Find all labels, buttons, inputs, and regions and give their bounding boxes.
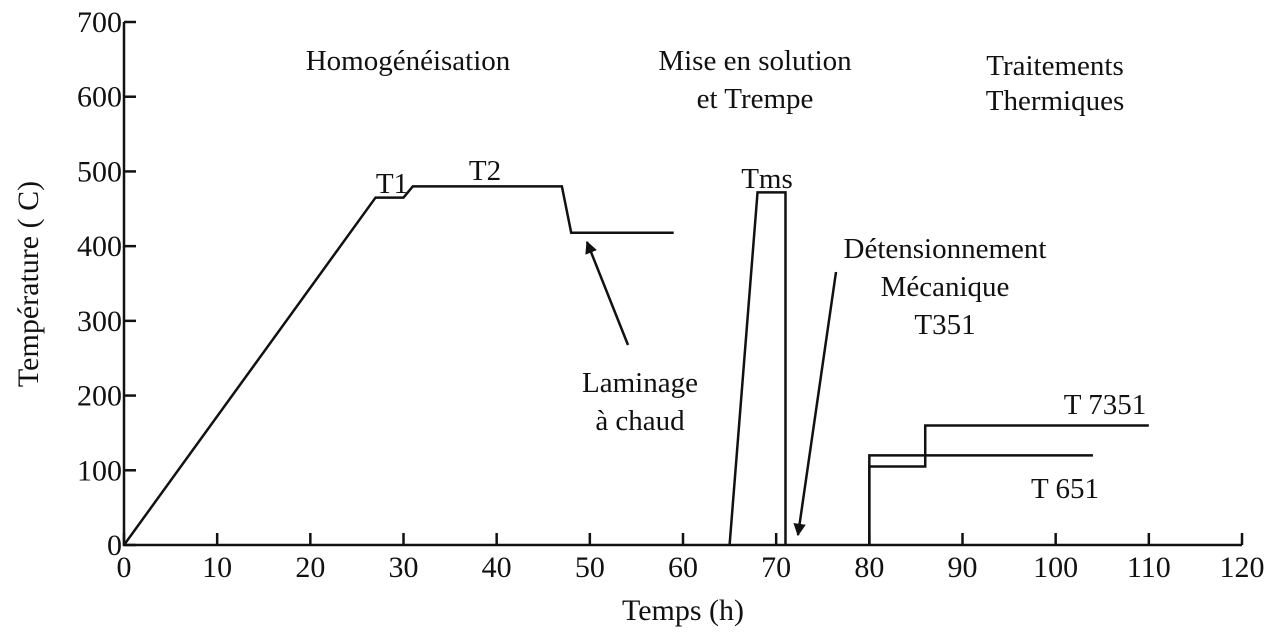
x-tick-label: 90 [948,551,978,584]
x-tick-label: 110 [1127,551,1171,584]
annotation: Laminage [582,367,698,399]
annotation: T 651 [1031,473,1099,505]
annotation: Tms [741,163,793,195]
y-tick-label: 400 [77,230,122,263]
annotation: T351 [914,309,975,341]
x-tick-label: 20 [295,551,325,584]
annotations: Homogénéisation Mise en solution et Trem… [306,45,1147,505]
line-series [122,185,674,546]
x-tick-label: 0 [117,551,132,584]
annotation: Détensionnement [844,233,1047,265]
y-tick-label: 200 [77,380,122,413]
arrow [793,271,838,537]
x-tick-label: 100 [1033,551,1078,584]
annotation: T2 [469,155,501,187]
x-tick-label: 70 [761,551,791,584]
annotation: Homogénéisation [306,45,511,77]
arrow [585,240,630,346]
y-tick-label: 600 [77,81,122,114]
annotation: et Trempe [697,83,814,115]
annotation: T1 [376,168,408,200]
y-tick-label: 300 [77,305,122,338]
annotation: Thermiques [986,85,1125,117]
y-tick-label: 0 [107,529,122,562]
annotation: à chaud [595,405,685,437]
line-series [868,424,1149,545]
y-axis-label: Température ( C) [12,181,45,387]
x-tick-label: 80 [854,551,884,584]
annotation: Mise en solution [658,45,852,77]
annotation: Traitements [986,50,1123,82]
y-tick-label: 700 [77,6,122,39]
line-series [728,191,787,546]
x-axis-label: Temps (h) [622,594,744,627]
x-tick-label: 50 [575,551,605,584]
x-tick-label: 10 [202,551,232,584]
x-tick-label: 40 [482,551,512,584]
annotation: Mécanique [881,271,1010,303]
x-tick-label: 30 [389,551,419,584]
x-tick-label: 60 [668,551,698,584]
y-tick-label: 100 [77,454,122,487]
x-tick-label: 120 [1220,551,1265,584]
annotation: T 7351 [1064,389,1146,421]
y-tick-label: 500 [77,155,122,188]
